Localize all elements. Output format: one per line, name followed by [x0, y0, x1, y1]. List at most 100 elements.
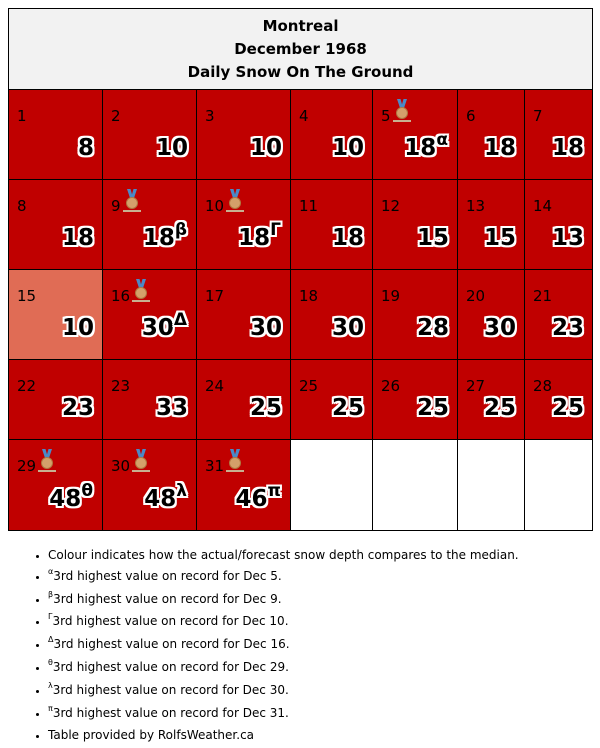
footnote-marker: λ	[176, 481, 187, 501]
footnote-marker: π	[267, 481, 281, 501]
day-number: 5	[381, 107, 391, 125]
snow-depth-value: 13	[552, 225, 584, 251]
snow-depth-value: 30	[332, 315, 364, 341]
day-cell: 4 10	[290, 89, 373, 180]
snow-depth-number: 25	[416, 395, 449, 421]
snow-depth-number: 25	[483, 395, 516, 421]
day-number: 28	[533, 377, 553, 395]
day-number: 15	[17, 287, 37, 305]
snow-depth-number: 30	[483, 315, 516, 341]
snow-depth-number: 8	[77, 135, 94, 161]
snow-depth-number: 25	[331, 395, 364, 421]
day-cell: 13 15	[457, 179, 525, 270]
day-cell: 7 18	[523, 89, 594, 180]
bronze-medal-icon	[132, 449, 150, 473]
day-cell: 30 48λ	[102, 439, 197, 531]
footnote-text: 3rd highest value on record for Dec 16.	[53, 637, 290, 652]
day-cell: 24 25	[196, 359, 291, 440]
day-cell: 31 46π	[196, 439, 291, 531]
snow-depth-number: 10	[249, 135, 282, 161]
day-number: 19	[381, 287, 401, 305]
day-number: 29	[17, 457, 37, 475]
day-cell: 15 10	[8, 269, 103, 360]
snow-depth-number: 10	[61, 315, 94, 341]
day-cell: 19 28	[372, 269, 458, 360]
day-cell: 17 30	[196, 269, 291, 360]
footnote-text: 3rd highest value on record for Dec 31.	[52, 705, 289, 720]
footnote-item: α3rd highest value on record for Dec 5.	[48, 566, 519, 589]
day-cell: 2 10	[102, 89, 197, 180]
bronze-medal-icon	[38, 449, 56, 473]
snow-depth-value: 30	[484, 315, 516, 341]
snow-depth-value: 25	[332, 395, 364, 421]
day-cell: 29 48θ	[8, 439, 103, 531]
snow-depth-value: 10	[62, 315, 94, 341]
footnote-text: 3rd highest value on record for Dec 5.	[53, 568, 282, 583]
footnote-marker: β	[48, 589, 54, 599]
week-row: 8 18 9 18β 10 18Γ 11 18 12 15 13 15 14 13	[8, 179, 594, 270]
empty-cell	[372, 439, 458, 531]
snow-depth-number: 18	[331, 225, 364, 251]
snow-depth-value: 25	[552, 395, 584, 421]
snow-depth-number: 15	[483, 225, 516, 251]
snow-depth-number: 23	[61, 395, 94, 421]
footnote-item: Colour indicates how the actual/forecast…	[48, 545, 519, 566]
day-number: 31	[205, 457, 225, 475]
snow-depth-value: 23	[552, 315, 584, 341]
day-number: 7	[533, 107, 543, 125]
footnote-marker: Γ	[270, 220, 281, 240]
footnotes-list: Colour indicates how the actual/forecast…	[30, 545, 519, 746]
footnote-marker: α	[436, 130, 448, 150]
footnote-item: Δ3rd highest value on record for Dec 16.	[48, 634, 519, 657]
week-row: 15 10 16 30Δ 17 30 18 30 19 28 20 30 21 23	[8, 269, 594, 360]
snow-depth-value: 25	[250, 395, 282, 421]
day-cell: 20 30	[457, 269, 525, 360]
snow-depth-value: 48θ	[49, 481, 93, 514]
snow-depth-number: 18	[142, 225, 175, 251]
snow-depth-number: 46	[235, 486, 268, 512]
footnote-text: Colour indicates how the actual/forecast…	[48, 548, 519, 562]
metric-title: Daily Snow On The Ground	[187, 62, 414, 81]
day-number: 21	[533, 287, 553, 305]
footnote-marker: α	[48, 566, 54, 576]
footnote-text: Table provided by RolfsWeather.ca	[48, 728, 255, 743]
snow-depth-value: 18Γ	[238, 220, 281, 253]
snow-depth-value: 28	[417, 315, 449, 341]
snow-depth-value: 18	[62, 225, 94, 251]
snow-depth-number: 18	[238, 225, 271, 251]
footnote-marker: Γ	[48, 612, 53, 622]
snow-depth-value: 25	[417, 395, 449, 421]
footnote-item: β3rd highest value on record for Dec 9.	[48, 589, 519, 612]
day-cell: 27 25	[457, 359, 525, 440]
month-title: December 1968	[234, 39, 367, 58]
footnote-marker: Δ	[173, 310, 187, 330]
snow-depth-number: 25	[249, 395, 282, 421]
day-cell: 14 13	[523, 179, 594, 270]
calendar-table: Montreal December 1968 Daily Snow On The…	[7, 8, 594, 531]
footnote-text: 3rd highest value on record for Dec 30.	[52, 682, 289, 697]
footnote-text: 3rd highest value on record for Dec 29.	[52, 659, 289, 674]
snow-depth-value: 25	[484, 395, 516, 421]
snow-depth-number: 18	[483, 135, 516, 161]
day-number: 26	[381, 377, 401, 395]
snow-depth-value: 10	[332, 135, 364, 161]
day-number: 16	[111, 287, 131, 305]
bronze-medal-icon	[226, 449, 244, 473]
day-number: 2	[111, 107, 121, 125]
snow-depth-value: 8	[78, 135, 94, 161]
snow-depth-value: 23	[62, 395, 94, 421]
day-number: 20	[466, 287, 486, 305]
footnote-marker: π	[48, 703, 53, 713]
snow-depth-value: 18α	[404, 130, 448, 163]
day-number: 10	[205, 197, 225, 215]
snow-depth-number: 10	[155, 135, 188, 161]
snow-depth-number: 30	[331, 315, 364, 341]
day-number: 27	[466, 377, 486, 395]
bronze-medal-icon	[226, 189, 244, 213]
day-number: 12	[381, 197, 401, 215]
footnote-item: λ3rd highest value on record for Dec 30.	[48, 680, 519, 703]
day-cell: 3 10	[196, 89, 291, 180]
snow-depth-number: 13	[552, 225, 585, 251]
empty-cell	[457, 439, 525, 531]
bronze-medal-icon	[393, 99, 411, 123]
